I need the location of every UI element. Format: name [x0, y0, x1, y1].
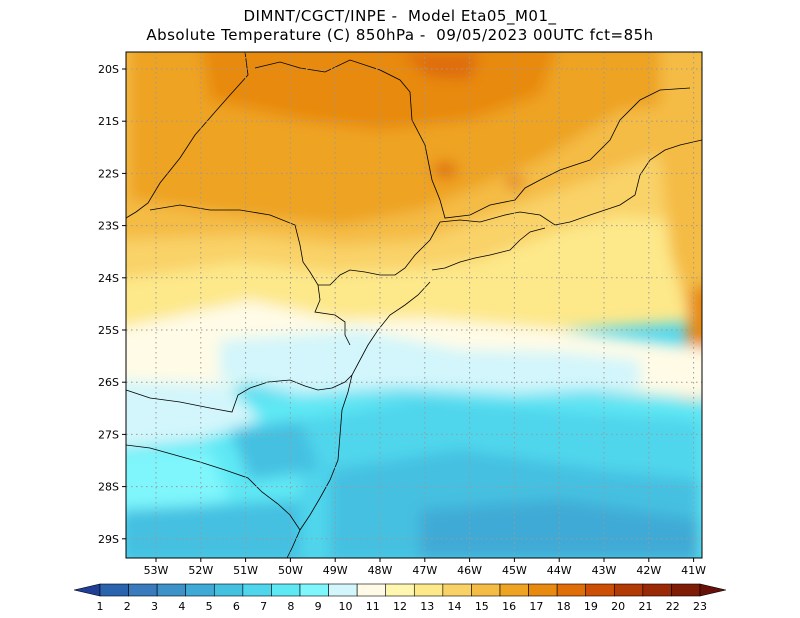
colorbar-label: 17: [529, 600, 543, 613]
colorbar-label: 9: [315, 600, 322, 613]
colorbar-swatch: [413, 583, 444, 597]
colorbar-label: 14: [448, 600, 462, 613]
lon-tick-label: 41W: [681, 564, 706, 577]
coastlines-borders: [126, 52, 702, 558]
map-frame: [125, 51, 703, 559]
lat-tick-label: 22S: [98, 167, 119, 180]
colorbar-swatch: [499, 583, 529, 597]
colorbar-swatch: [299, 583, 329, 597]
colorbar-swatch: [213, 583, 244, 597]
colorbar-swatch: [642, 583, 672, 597]
colorbar-label: 20: [611, 600, 625, 613]
lat-tick-label: 26S: [98, 376, 119, 389]
colorbar-label: 11: [366, 600, 380, 613]
lon-tick-label: 48W: [368, 564, 393, 577]
lon-tick-label: 51W: [233, 564, 258, 577]
colorbar-arrow-right: [699, 583, 727, 597]
colorbar-swatch: [185, 583, 215, 597]
lon-tick-label: 47W: [412, 564, 437, 577]
colorbar-label: 16: [502, 600, 516, 613]
colorbar-arrow-left: [73, 583, 101, 597]
colorbar-swatch: [356, 583, 387, 597]
colorbar-label: 23: [693, 600, 707, 613]
colorbar-label: 1: [97, 600, 104, 613]
colorbar-swatch: [556, 583, 587, 597]
lat-tick-label: 21S: [98, 115, 119, 128]
colorbar-swatch: [328, 583, 358, 597]
colorbar-label: 10: [338, 600, 352, 613]
lat-tick-label: 27S: [98, 428, 119, 441]
colorbar-swatch: [156, 583, 187, 597]
lon-tick-label: 43W: [592, 564, 617, 577]
colorbar-swatch: [585, 583, 615, 597]
lat-tick-label: 20S: [98, 63, 119, 76]
latitude-labels: 20S 21S 22S 23S 24S 25S 26S 27S 28S 29S: [98, 63, 126, 546]
colorbar-swatch: [471, 583, 501, 597]
map-title-line1: DIMNT/CGCT/INPE - Model Eta05_M01_: [243, 7, 557, 25]
colorbar-swatch: [613, 583, 644, 597]
lon-tick-label: 52W: [188, 564, 213, 577]
colorbar-label: 18: [557, 600, 571, 613]
colorbar-swatch: [99, 583, 129, 597]
colorbar-label: 8: [287, 600, 294, 613]
lat-tick-label: 23S: [98, 220, 119, 233]
colorbar-label: 3: [151, 600, 158, 613]
colorbar-swatch: [271, 583, 301, 597]
colorbar-label: 6: [233, 600, 240, 613]
colorbar-label: 2: [124, 600, 131, 613]
lat-tick-label: 25S: [98, 324, 119, 337]
colorbar-swatch: [528, 583, 558, 597]
lon-tick-label: 49W: [323, 564, 348, 577]
colorbar: 1 2 3 4 5 6 7 8 9 10 11 12 13 14 15 16 17 18 19 20 21 22 23: [73, 583, 727, 613]
colorbar-swatch: [671, 583, 701, 597]
colorbar-label: 5: [206, 600, 213, 613]
graticule: [126, 52, 702, 558]
lon-tick-label: 45W: [502, 564, 527, 577]
colorbar-swatch: [385, 583, 415, 597]
colorbar-label: 7: [260, 600, 267, 613]
lon-tick-label: 50W: [278, 564, 303, 577]
colorbar-label: 19: [584, 600, 598, 613]
colorbar-label: 21: [638, 600, 652, 613]
colorbar-swatch: [442, 583, 472, 597]
temperature-field: [126, 52, 702, 558]
lon-tick-label: 46W: [457, 564, 482, 577]
colorbar-label: 12: [393, 600, 407, 613]
colorbar-label: 15: [475, 600, 489, 613]
colorbar-label: 4: [178, 600, 185, 613]
lon-tick-label: 53W: [144, 564, 169, 577]
map-title-line2: Absolute Temperature (C) 850hPa - 09/05/…: [146, 26, 654, 44]
colorbar-label: 13: [420, 600, 434, 613]
lat-tick-label: 28S: [98, 481, 119, 494]
lon-tick-label: 42W: [636, 564, 661, 577]
lat-tick-label: 24S: [98, 272, 119, 285]
longitude-labels: 53W 52W 51W 50W 49W 48W 47W 46W 45W 44W 43W 42W 41W: [144, 558, 706, 577]
lon-tick-label: 44W: [547, 564, 572, 577]
colorbar-label: 22: [666, 600, 680, 613]
colorbar-swatch: [242, 583, 272, 597]
colorbar-swatch: [128, 583, 158, 597]
lat-tick-label: 29S: [98, 533, 119, 546]
